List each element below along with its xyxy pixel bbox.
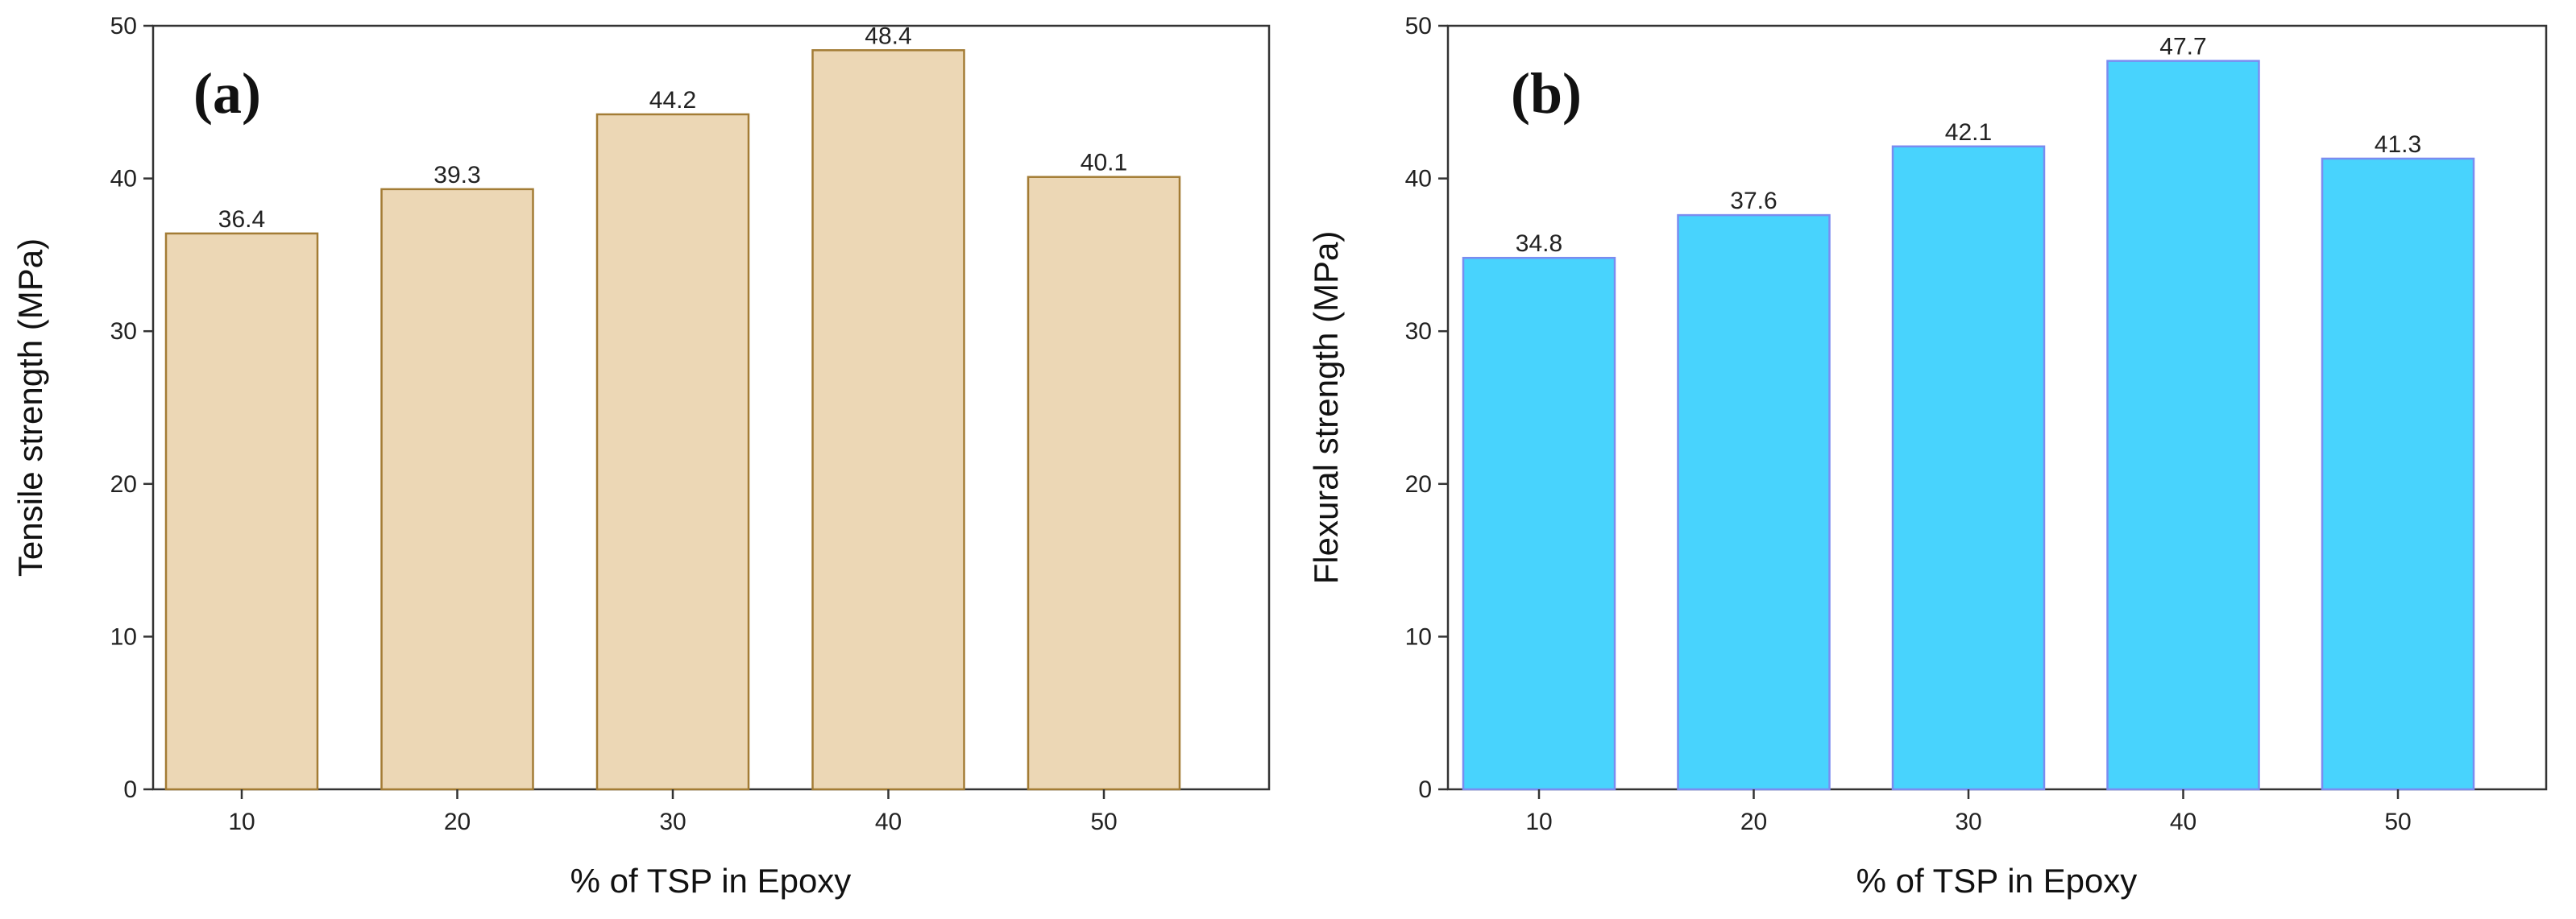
bar-b-30 xyxy=(1891,145,2046,791)
value-label-b-20: 37.6 xyxy=(1730,188,1777,214)
y-tick-label-a: 0 xyxy=(123,776,137,803)
value-label-a-40: 48.4 xyxy=(865,23,911,49)
bar-b-20 xyxy=(1677,213,1831,791)
x-tick-label-a: 10 xyxy=(228,809,255,835)
bars-a xyxy=(164,49,1181,791)
x-tick-label-b: 20 xyxy=(1740,809,1767,835)
y-axis-title-a: Tensile strength (MPa) xyxy=(11,238,49,577)
x-axis-title-a: % of TSP in Epoxy xyxy=(570,862,852,900)
value-label-b-30: 42.1 xyxy=(1945,119,1992,146)
value-labels-b: 34.8 37.6 42.1 47.7 41.3 xyxy=(1516,34,2421,258)
y-tick-label-b: 50 xyxy=(1405,13,1432,39)
x-tick-label-b: 50 xyxy=(2384,809,2411,835)
y-tick-label-a: 10 xyxy=(110,623,137,650)
x-axis-title-b: % of TSP in Epoxy xyxy=(1856,862,2138,900)
panel-label-a: (a) xyxy=(193,61,261,126)
x-tick-label-b: 30 xyxy=(1955,809,1981,835)
x-ticks-b: 10 20 30 40 50 xyxy=(1525,789,2412,835)
x-tick-label-b: 10 xyxy=(1525,809,1552,835)
y-tick-label-b: 30 xyxy=(1405,318,1432,345)
y-ticks-a: 0 10 20 30 40 50 xyxy=(110,13,153,803)
bars-b xyxy=(1462,60,2475,791)
y-axis-title-b: Flexural strength (MPa) xyxy=(1307,231,1345,585)
x-tick-label-b: 40 xyxy=(2170,809,2196,835)
chart-panel-a: (a) 36.4 39.3 44.2 48.4 40.1 0 10 20 30 xyxy=(11,13,1271,900)
value-label-b-40: 47.7 xyxy=(2159,34,2206,60)
value-label-a-50: 40.1 xyxy=(1081,150,1127,176)
bar-b-10 xyxy=(1462,256,1616,791)
x-tick-label-a: 50 xyxy=(1090,809,1117,835)
y-tick-label-b: 20 xyxy=(1405,471,1432,498)
bar-a-40 xyxy=(811,49,965,791)
bar-b-40 xyxy=(2106,60,2260,791)
value-label-a-20: 39.3 xyxy=(433,162,480,188)
panel-label-b: (b) xyxy=(1511,61,1582,126)
value-label-b-10: 34.8 xyxy=(1516,230,1562,257)
bar-a-30 xyxy=(595,113,750,791)
y-tick-label-a: 50 xyxy=(110,13,137,39)
bar-a-50 xyxy=(1027,176,1181,791)
y-tick-label-b: 10 xyxy=(1405,623,1432,650)
y-tick-label-a: 30 xyxy=(110,318,137,345)
chart-panel-b: (b) 34.8 37.6 42.1 47.7 41.3 0 10 20 30 xyxy=(1307,13,2548,900)
x-ticks-a: 10 20 30 40 50 xyxy=(228,789,1118,835)
bar-a-10 xyxy=(164,232,319,791)
value-label-a-10: 36.4 xyxy=(218,206,265,233)
value-labels-a: 36.4 39.3 44.2 48.4 40.1 xyxy=(218,23,1127,233)
y-ticks-b: 0 10 20 30 40 50 xyxy=(1405,13,1448,803)
x-tick-label-a: 40 xyxy=(875,809,902,835)
y-tick-label-a: 40 xyxy=(110,166,137,192)
x-tick-label-a: 20 xyxy=(444,809,471,835)
y-tick-label-b: 40 xyxy=(1405,166,1432,192)
value-label-a-30: 44.2 xyxy=(649,87,696,114)
y-tick-label-a: 20 xyxy=(110,471,137,498)
bar-a-20 xyxy=(380,188,534,791)
bar-b-50 xyxy=(2321,157,2475,791)
y-tick-label-b: 0 xyxy=(1418,776,1432,803)
x-tick-label-a: 30 xyxy=(659,809,686,835)
value-label-b-50: 41.3 xyxy=(2375,131,2421,158)
